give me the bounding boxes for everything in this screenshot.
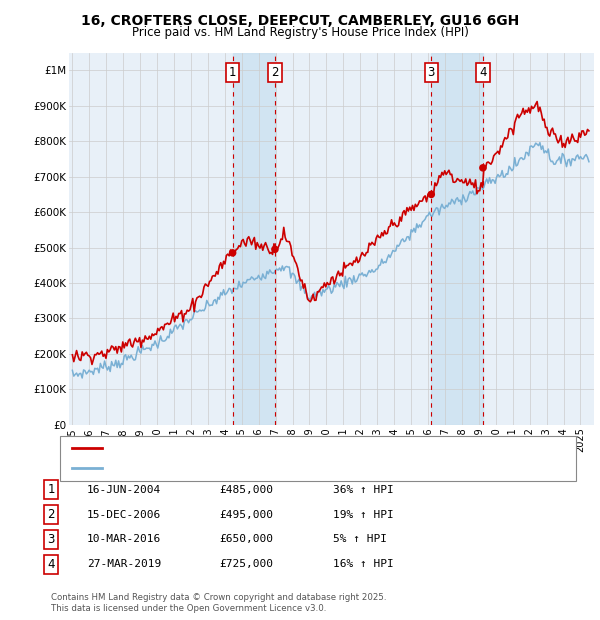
Text: 36% ↑ HPI: 36% ↑ HPI — [333, 485, 394, 495]
Text: 16, CROFTERS CLOSE, DEEPCUT, CAMBERLEY, GU16 6GH (detached house): 16, CROFTERS CLOSE, DEEPCUT, CAMBERLEY, … — [108, 443, 484, 453]
Text: Price paid vs. HM Land Registry's House Price Index (HPI): Price paid vs. HM Land Registry's House … — [131, 26, 469, 39]
Text: HPI: Average price, detached house, Surrey Heath: HPI: Average price, detached house, Surr… — [108, 463, 358, 473]
Text: 16-JUN-2004: 16-JUN-2004 — [87, 485, 161, 495]
Point — [270, 244, 280, 254]
Bar — [233, 53, 275, 425]
Text: 3: 3 — [47, 533, 55, 546]
Text: £495,000: £495,000 — [219, 510, 273, 520]
Text: £485,000: £485,000 — [219, 485, 273, 495]
Text: 10-MAR-2016: 10-MAR-2016 — [87, 534, 161, 544]
Text: 27-MAR-2019: 27-MAR-2019 — [87, 559, 161, 569]
Text: 1: 1 — [47, 484, 55, 496]
Text: 4: 4 — [479, 66, 487, 79]
Text: 3: 3 — [428, 66, 435, 79]
Text: 16% ↑ HPI: 16% ↑ HPI — [333, 559, 394, 569]
Text: 5% ↑ HPI: 5% ↑ HPI — [333, 534, 387, 544]
Bar — [431, 53, 483, 425]
Text: 16, CROFTERS CLOSE, DEEPCUT, CAMBERLEY, GU16 6GH: 16, CROFTERS CLOSE, DEEPCUT, CAMBERLEY, … — [81, 14, 519, 28]
Text: 19% ↑ HPI: 19% ↑ HPI — [333, 510, 394, 520]
Point — [228, 248, 238, 258]
Text: 1: 1 — [229, 66, 236, 79]
Text: 2: 2 — [47, 508, 55, 521]
Text: Contains HM Land Registry data © Crown copyright and database right 2025.
This d: Contains HM Land Registry data © Crown c… — [51, 593, 386, 613]
Text: £650,000: £650,000 — [219, 534, 273, 544]
Text: 4: 4 — [47, 558, 55, 570]
Point — [478, 163, 488, 173]
Point — [427, 190, 436, 200]
Text: 2: 2 — [271, 66, 278, 79]
Text: 15-DEC-2006: 15-DEC-2006 — [87, 510, 161, 520]
Text: £725,000: £725,000 — [219, 559, 273, 569]
